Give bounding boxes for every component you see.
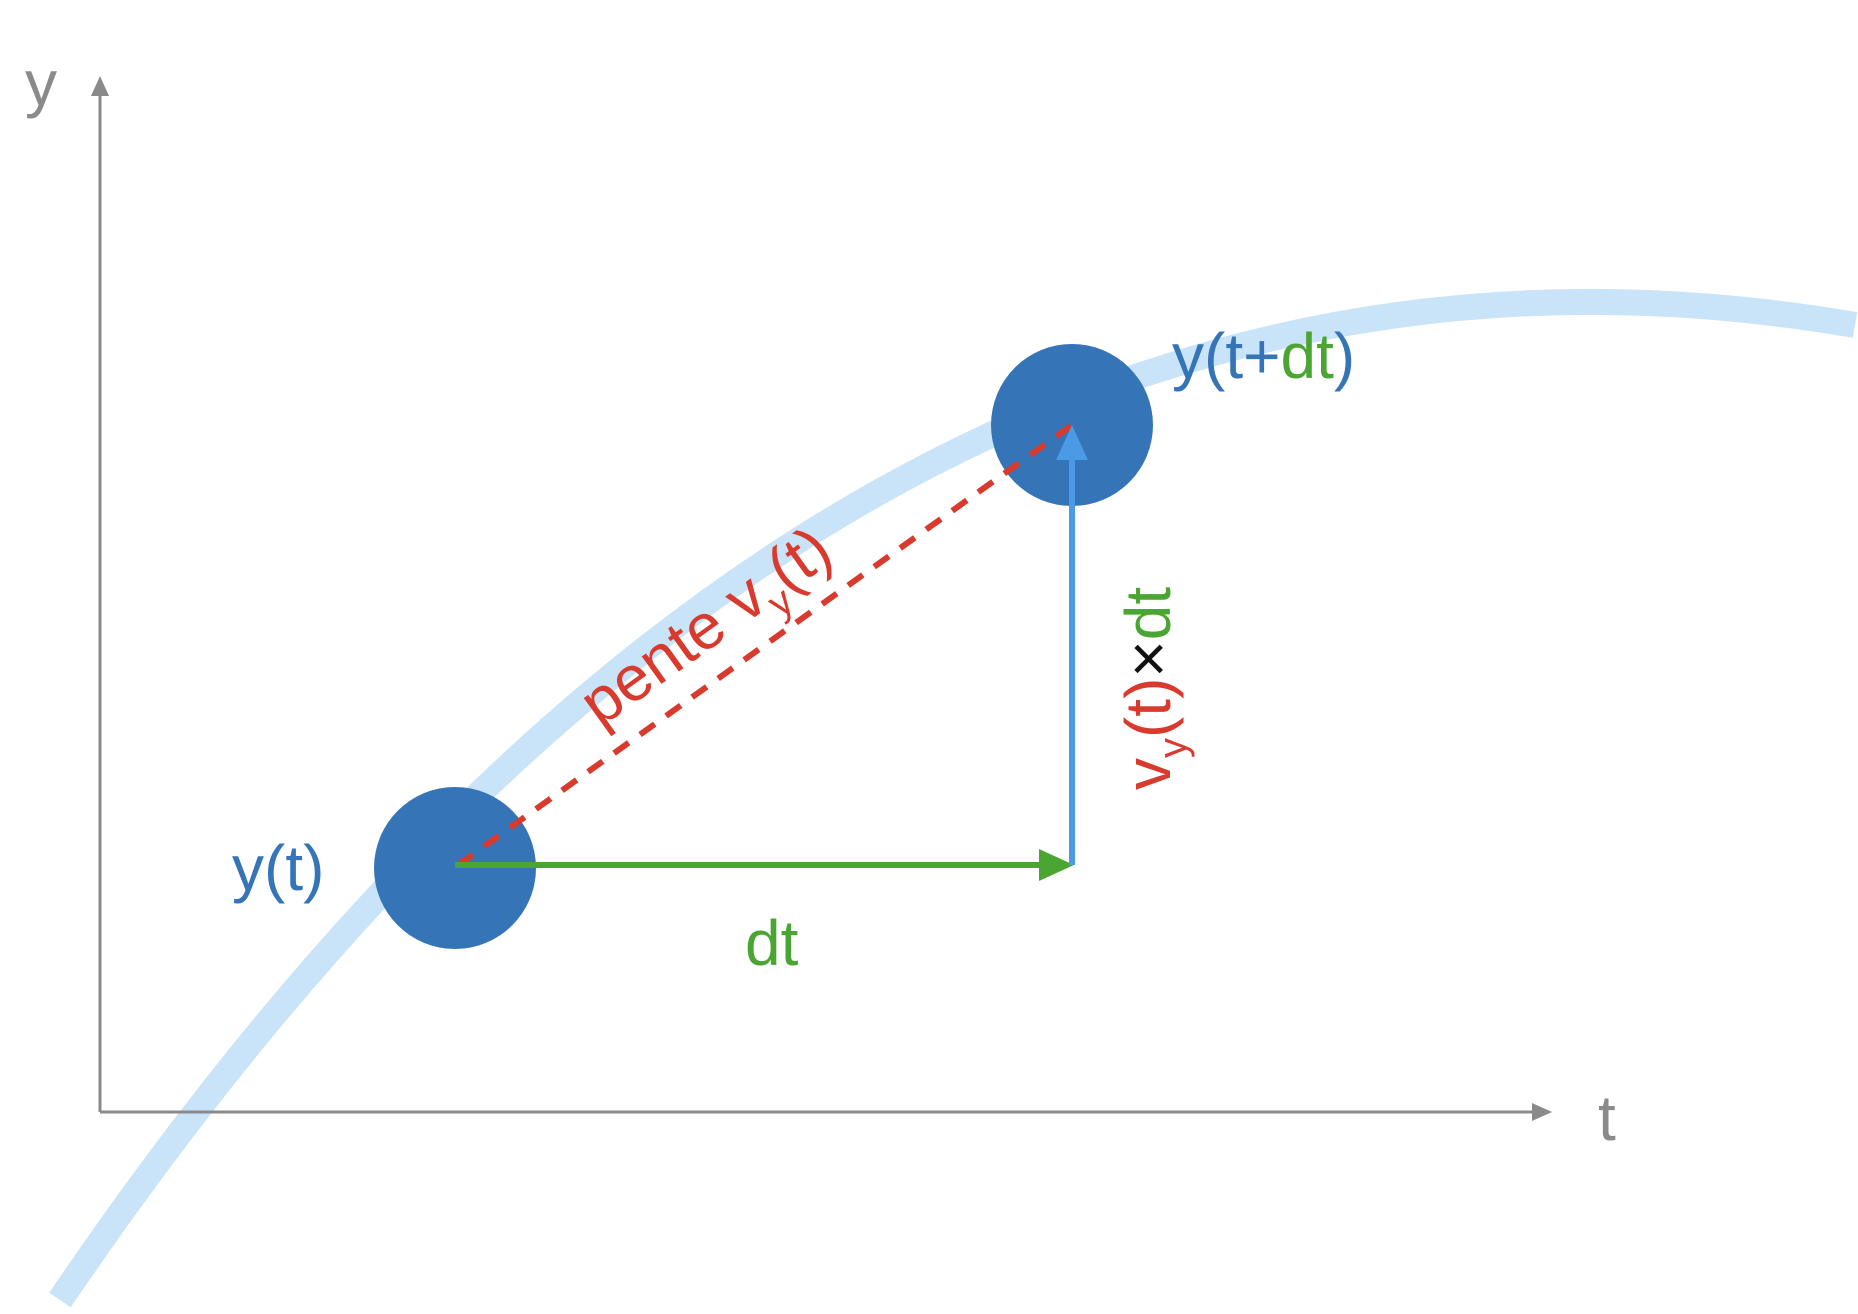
dt-arrowhead (1039, 849, 1074, 881)
x-axis-arrowhead (1532, 1103, 1552, 1121)
slope-dashed-line (456, 422, 1074, 868)
point-y-t-plus-dt-label: y(t+dt) (1172, 320, 1355, 392)
t-axis-label: t (1598, 1082, 1616, 1154)
point-y-t-label: y(t) (232, 832, 324, 904)
dt-label: dt (745, 907, 799, 979)
y-axis-arrowhead (91, 76, 109, 96)
slope-label: pente vy(t) (566, 512, 850, 749)
curve-y-of-t (49, 288, 1858, 1308)
increment-arrowhead (1056, 425, 1088, 460)
y-axis-label: y (25, 47, 57, 119)
increment-label: vy(t)×dt (1112, 587, 1195, 790)
